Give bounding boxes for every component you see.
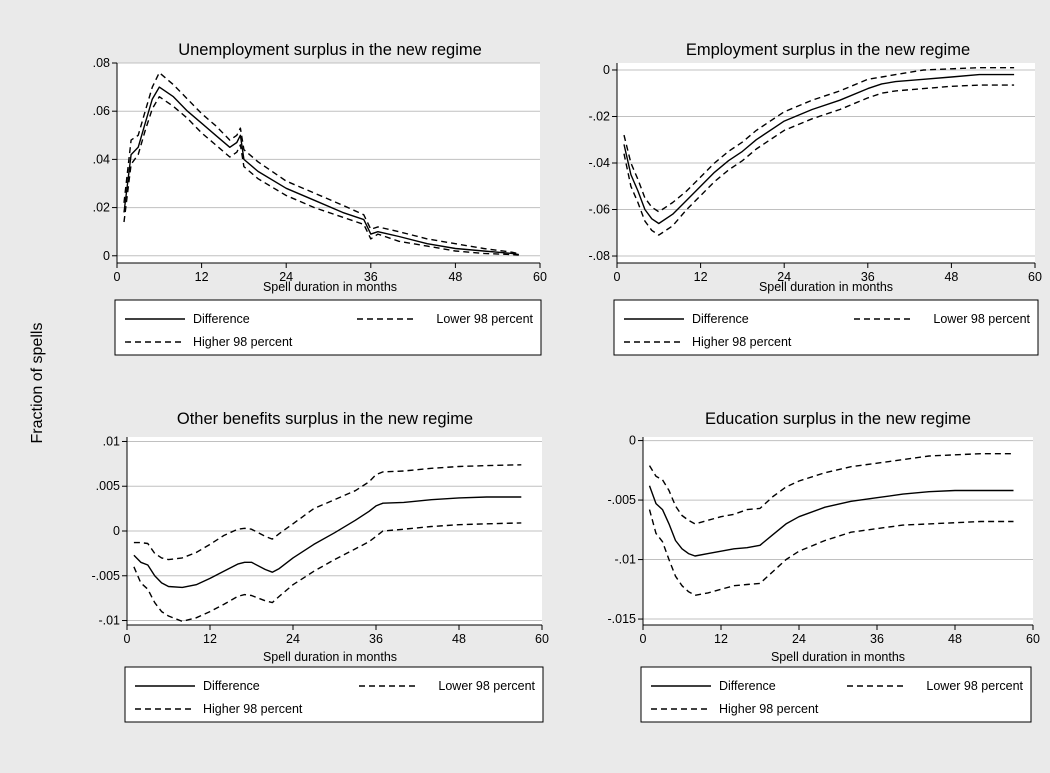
series-line-higher-98-percent	[623, 66, 1015, 213]
y-tick-label: -.015	[608, 612, 637, 626]
x-tick-label: 48	[948, 632, 962, 646]
x-tick-label: 0	[640, 632, 647, 646]
x-tick-label: 60	[533, 270, 547, 284]
legend-label-lower: Lower 98 percent	[438, 679, 535, 693]
x-tick-label: 12	[714, 632, 728, 646]
y-tick-label: -.04	[588, 156, 610, 170]
x-tick-label: 12	[694, 270, 708, 284]
series-line-difference	[123, 86, 519, 256]
x-tick-label: 60	[1028, 270, 1042, 284]
chart-title: Other benefits surplus in the new regime	[177, 410, 473, 428]
series-line-difference	[648, 485, 1014, 557]
y-tick-label: -.08	[588, 249, 610, 263]
x-tick-label: 0	[124, 632, 131, 646]
x-tick-label: 36	[364, 270, 378, 284]
chart-title: Employment surplus in the new regime	[686, 41, 970, 59]
series-line-lower-98-percent	[123, 95, 519, 256]
x-tick-label: 60	[1026, 632, 1040, 646]
legend-label-difference: Difference	[203, 679, 260, 693]
y-axis-label: Fraction of spells	[29, 323, 46, 444]
x-axis-label: Spell duration in months	[263, 280, 397, 294]
x-tick-label: 48	[448, 270, 462, 284]
x-tick-label: 0	[614, 270, 621, 284]
plot-area	[643, 437, 1033, 625]
x-tick-label: 48	[944, 270, 958, 284]
legend-box	[124, 666, 544, 723]
legend-box	[640, 666, 1032, 723]
y-tick-label: .04	[93, 152, 110, 166]
y-tick-label: 0	[113, 524, 120, 538]
y-tick-label: -.005	[92, 569, 121, 583]
y-tick-label: .08	[93, 56, 110, 70]
plot-area	[117, 63, 540, 263]
x-tick-label: 24	[777, 270, 791, 284]
legend-label-lower: Lower 98 percent	[933, 312, 1030, 326]
legend-label-higher: Higher 98 percent	[692, 335, 792, 349]
x-tick-label: 12	[203, 632, 217, 646]
y-tick-label: -.01	[98, 614, 120, 628]
y-tick-label: .01	[103, 434, 120, 448]
legend-label-lower: Lower 98 percent	[926, 679, 1023, 693]
legend-label-lower: Lower 98 percent	[436, 312, 533, 326]
y-tick-label: -.06	[588, 203, 610, 217]
legend-label-difference: Difference	[719, 679, 776, 693]
y-tick-label: -.005	[608, 493, 637, 507]
y-tick-label: 0	[629, 434, 636, 448]
series-line-difference	[133, 496, 522, 589]
y-tick-label: -.02	[588, 109, 610, 123]
legend-label-difference: Difference	[193, 312, 250, 326]
x-tick-label: 24	[792, 632, 806, 646]
y-tick-label: .06	[93, 104, 110, 118]
x-axis-label: Spell duration in months	[771, 650, 905, 664]
x-tick-label: 24	[279, 270, 293, 284]
legend-label-higher: Higher 98 percent	[203, 702, 303, 716]
y-tick-label: 0	[103, 249, 110, 263]
chart-title: Education surplus in the new regime	[705, 410, 971, 428]
legend-label-higher: Higher 98 percent	[193, 335, 293, 349]
y-tick-label: -.01	[614, 553, 636, 567]
x-tick-label: 36	[861, 270, 875, 284]
series-line-difference	[623, 73, 1015, 225]
legend-label-difference: Difference	[692, 312, 749, 326]
legend-box	[114, 299, 542, 356]
series-line-higher-98-percent	[648, 453, 1014, 525]
employment-panel: 0 -.02 -.04 -.06 -.08 0 12 24 36 48 60 Employment s…	[588, 41, 1042, 356]
y-tick-label: .005	[96, 479, 120, 493]
x-axis-label: Spell duration in months	[759, 280, 893, 294]
series-line-lower-98-percent	[623, 84, 1015, 236]
x-tick-label: 36	[870, 632, 884, 646]
y-tick-label: .02	[93, 201, 110, 215]
chart-title: Unemployment surplus in the new regime	[178, 41, 482, 59]
series-line-higher-98-percent	[123, 71, 519, 255]
x-tick-label: 24	[286, 632, 300, 646]
legend-box	[613, 299, 1039, 356]
x-tick-label: 36	[369, 632, 383, 646]
x-tick-label: 12	[195, 270, 209, 284]
x-tick-label: 0	[114, 270, 121, 284]
x-tick-label: 60	[535, 632, 549, 646]
unemployment-panel: 0 .02 .04 .06 .08 0 12 24 36 48 60 Unemployment sur…	[93, 41, 547, 356]
series-line-higher-98-percent	[133, 464, 522, 561]
legend-label-higher: Higher 98 percent	[719, 702, 819, 716]
y-tick-label: 0	[603, 63, 610, 77]
x-tick-label: 48	[452, 632, 466, 646]
other-benefits-panel: .01 .005 0 -.005 -.01 0 12 24 36 48 60 Other benefi…	[92, 410, 549, 723]
x-axis-label: Spell duration in months	[263, 650, 397, 664]
